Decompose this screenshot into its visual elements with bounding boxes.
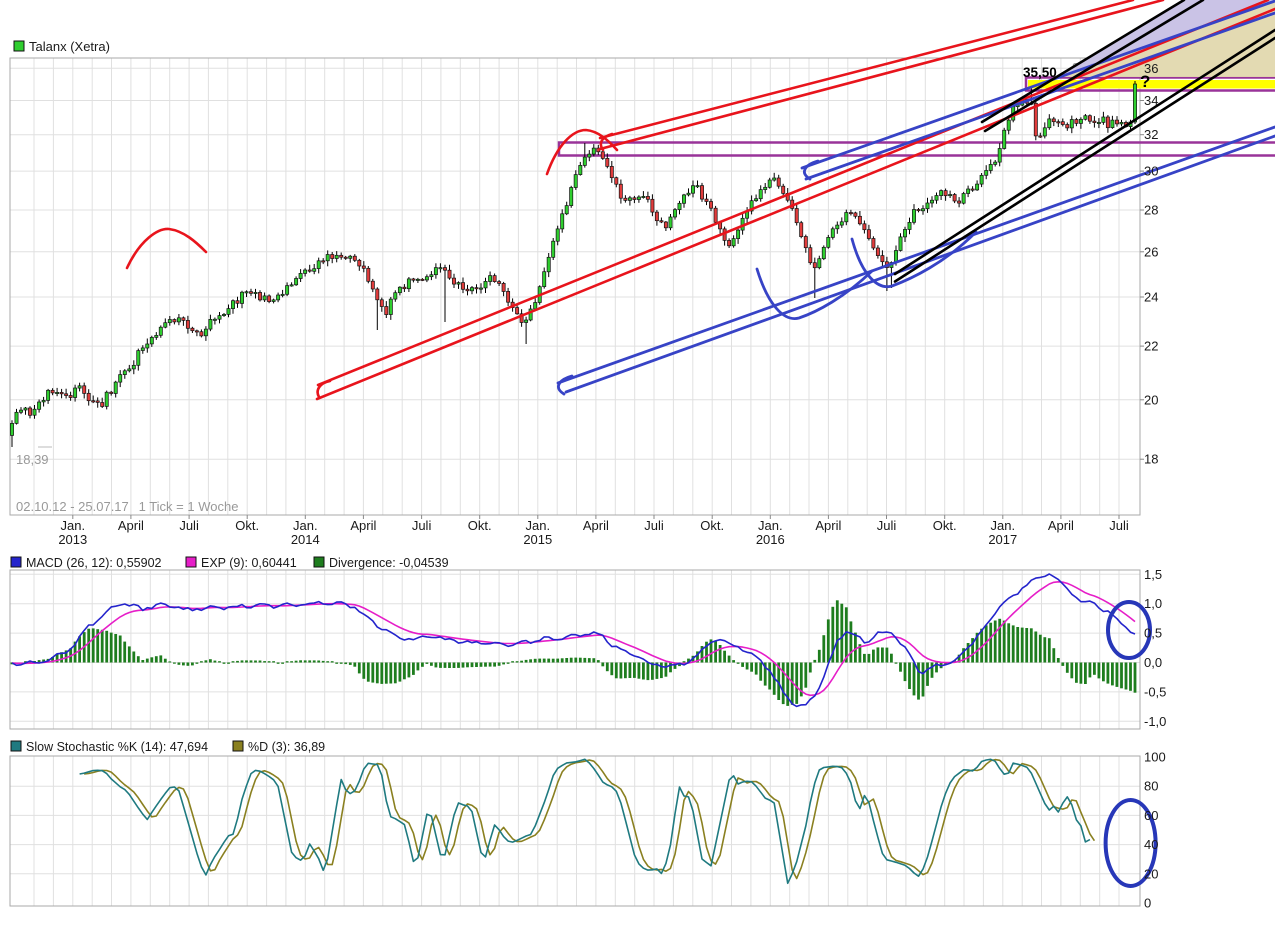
svg-text:April: April [1048,518,1074,533]
svg-text:20: 20 [1144,866,1158,881]
svg-text:Okt.: Okt. [700,518,724,533]
svg-text:24: 24 [1144,290,1158,305]
svg-text:Slow Stochastic %K (14): 47,69: Slow Stochastic %K (14): 47,694 [26,740,208,754]
svg-text:18,39: 18,39 [16,452,49,467]
svg-text:Jan.: Jan. [526,518,551,533]
svg-text:1,5: 1,5 [1144,567,1162,582]
svg-text:60: 60 [1144,808,1158,823]
svg-text:28: 28 [1144,203,1158,218]
svg-text:26: 26 [1144,244,1158,259]
svg-text:Divergence: -0,04539: Divergence: -0,04539 [329,556,449,570]
svg-text:EXP (9): 0,60441: EXP (9): 0,60441 [201,556,297,570]
svg-text:?: ? [1140,72,1150,91]
svg-text:Jan.: Jan. [61,518,86,533]
svg-text:Jan.: Jan. [991,518,1016,533]
svg-text:April: April [583,518,609,533]
svg-text:30: 30 [1144,164,1158,179]
svg-text:32: 32 [1144,127,1158,142]
svg-text:Juli: Juli [1109,518,1129,533]
svg-text:%D (3): 36,89: %D (3): 36,89 [248,740,325,754]
svg-text:Jan.: Jan. [293,518,318,533]
svg-text:-1,0: -1,0 [1144,714,1166,729]
svg-text:Okt.: Okt. [468,518,492,533]
svg-text:40: 40 [1144,837,1158,852]
svg-text:April: April [118,518,144,533]
svg-text:-0,5: -0,5 [1144,684,1166,699]
svg-text:Juli: Juli [877,518,897,533]
svg-text:Okt.: Okt. [933,518,957,533]
svg-text:36: 36 [1144,61,1158,76]
svg-text:35,50: 35,50 [1023,65,1057,80]
svg-text:April: April [815,518,841,533]
svg-text:Juli: Juli [179,518,199,533]
svg-text:2014: 2014 [291,532,320,547]
svg-text:2017: 2017 [988,532,1017,547]
svg-text:20: 20 [1144,392,1158,407]
svg-text:80: 80 [1144,779,1158,794]
svg-text:0: 0 [1144,896,1151,911]
svg-text:34: 34 [1144,93,1158,108]
svg-text:April: April [350,518,376,533]
svg-text:MACD (26, 12): 0,55902: MACD (26, 12): 0,55902 [26,556,162,570]
svg-text:18: 18 [1144,452,1158,467]
svg-text:100: 100 [1144,750,1166,765]
svg-text:0,5: 0,5 [1144,626,1162,641]
svg-text:Juli: Juli [412,518,432,533]
svg-text:Jan.: Jan. [758,518,783,533]
svg-text:1,0: 1,0 [1144,596,1162,611]
svg-text:2015: 2015 [523,532,552,547]
svg-text:Talanx (Xetra): Talanx (Xetra) [29,39,110,54]
svg-text:0,0: 0,0 [1144,655,1162,670]
svg-text:22: 22 [1144,339,1158,354]
svg-text:Juli: Juli [644,518,664,533]
svg-text:2013: 2013 [58,532,87,547]
svg-text:Okt.: Okt. [235,518,259,533]
svg-text:02.10.12 - 25.07.17 1 Tick =: 02.10.12 - 25.07.17 1 Tick = 1 Woche [16,499,238,514]
svg-text:2016: 2016 [756,532,785,547]
